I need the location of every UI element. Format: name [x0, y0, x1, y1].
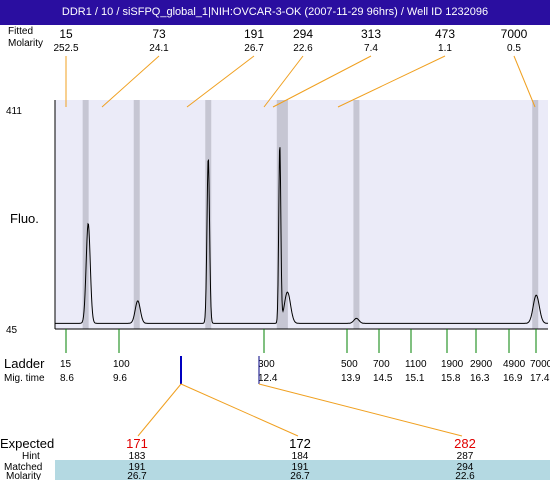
matched-value: 294: [457, 462, 474, 473]
ladder-migtime-label: 16.3: [470, 373, 490, 384]
ladder-bands: [82, 100, 539, 329]
peak-connector: [186, 55, 255, 108]
expected-connector: [180, 383, 299, 437]
ladder-migtime-label: 15.1: [405, 373, 425, 384]
peak-connectors: [65, 55, 536, 108]
peak-molarity-label: 26.7: [244, 43, 264, 54]
y-tick-bottom: 45: [6, 325, 18, 336]
peak-size-label: 73: [152, 27, 166, 41]
peak-size-label: 473: [435, 27, 455, 41]
peak-molarity-label: 0.5: [507, 43, 521, 54]
ladder-band: [353, 100, 360, 329]
migtime-label: Mig. time: [4, 373, 45, 384]
ladder-migtime-label: 12.4: [258, 373, 278, 384]
expected-value: 172: [289, 436, 311, 451]
top-label-molarity: Molarity: [8, 38, 43, 49]
y-axis-label: Fluo.: [10, 211, 39, 226]
ladder-size-label: 700: [373, 359, 390, 370]
hint-value: 184: [292, 451, 309, 462]
ladder-band: [276, 100, 283, 329]
trace-line: [55, 147, 549, 324]
expected-connectors: [137, 383, 463, 437]
title-bar: DDR1 / 10 / siSFPQ_global_1|NIH:OVCAR-3-…: [0, 0, 550, 25]
expected-value: 171: [126, 436, 148, 451]
ladder-migtime-label: 13.9: [341, 373, 361, 384]
ladder-size-label: 300: [258, 359, 275, 370]
ladder-migtime-label: 15.8: [441, 373, 461, 384]
peak-size-label: 294: [293, 27, 313, 41]
ladder-size-label: 1900: [441, 359, 464, 370]
ladder-band: [133, 100, 140, 329]
molarity-label: Molarity: [6, 471, 41, 480]
ladder-label: Ladder: [4, 356, 45, 371]
ladder-size-label: 2900: [470, 359, 493, 370]
ladder-migtime-label: 16.9: [503, 373, 523, 384]
y-tick-top: 411: [6, 106, 22, 117]
ladder-band: [205, 100, 212, 329]
peak-molarity-label: 24.1: [149, 43, 169, 54]
peak-molarity-label: 22.6: [293, 43, 313, 54]
molarity-value: 22.6: [455, 471, 475, 480]
ladder-size-label: 4900: [503, 359, 526, 370]
fluorescence-trace: [55, 147, 549, 324]
peak-connector: [272, 55, 372, 108]
ladder-markers: 15 8.6 100 9.6 300 12.4 500 13.9 700 14.5 1100 15.1…: [60, 329, 550, 384]
expected-connector: [258, 383, 463, 437]
hint-label: Hint: [22, 451, 40, 462]
ladder-size-label: 7000: [530, 359, 550, 370]
ladder-migtime-label: 17.4: [530, 373, 550, 384]
ladder-size-label: 500: [341, 359, 358, 370]
ladder-size-label: 15: [60, 359, 72, 370]
matched-label: Matched: [4, 462, 42, 473]
ladder-band: [82, 100, 89, 329]
peak-connector: [513, 55, 536, 108]
top-label-fitted: Fitted: [8, 26, 33, 37]
peak-size-label: 191: [244, 27, 264, 41]
peak-size-label: 313: [361, 27, 381, 41]
ladder-migtime-label: 14.5: [373, 373, 393, 384]
matched-row-bg: [55, 460, 550, 480]
peak-connector: [101, 55, 160, 108]
peak-connector: [263, 55, 304, 108]
peak-molarity-label: 1.1: [438, 43, 452, 54]
expected-label: Expected: [0, 436, 54, 451]
molarity-value: 26.7: [127, 471, 147, 480]
expected-value: 282: [454, 436, 476, 451]
ladder-size-label: 100: [113, 359, 130, 370]
hint-value: 287: [457, 451, 474, 462]
ladder-band: [532, 100, 539, 329]
ladder-band: [281, 100, 288, 329]
matched-value: 191: [129, 462, 146, 473]
peak-molarity-label: 7.4: [364, 43, 378, 54]
peak-size-label: 7000: [501, 27, 528, 41]
peak-labels: 15 252.5 73 24.1 191 26.7 294 22.6 313 7.4 473 1.1 7…: [53, 27, 527, 54]
peak-connector: [337, 55, 446, 108]
ladder-migtime-label: 9.6: [113, 373, 127, 384]
molarity-value: 26.7: [290, 471, 310, 480]
ladder-migtime-label: 8.6: [60, 373, 74, 384]
peak-molarity-label: 252.5: [53, 43, 78, 54]
plot-area: [55, 100, 548, 329]
hint-value: 183: [129, 451, 146, 462]
ladder-size-label: 1100: [405, 359, 427, 370]
expected-connector: [137, 383, 182, 437]
matched-value: 191: [292, 462, 309, 473]
peak-size-label: 15: [59, 27, 73, 41]
